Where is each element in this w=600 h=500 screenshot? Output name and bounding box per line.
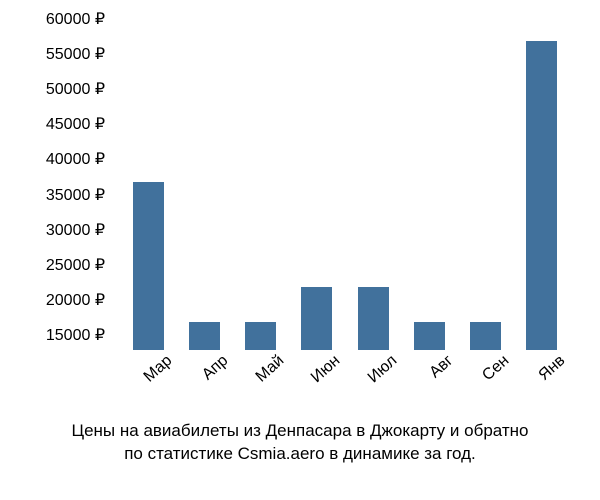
x-label: Сен bbox=[479, 352, 513, 385]
bar bbox=[414, 322, 445, 350]
y-tick: 30000 ₽ bbox=[20, 223, 105, 239]
bar bbox=[245, 322, 276, 350]
plot-area bbox=[120, 20, 570, 350]
x-label: Июл bbox=[364, 352, 400, 387]
y-axis: 15000 ₽ 20000 ₽ 25000 ₽ 30000 ₽ 35000 ₽ 40000… bbox=[20, 20, 110, 350]
y-tick: 45000 ₽ bbox=[20, 117, 105, 133]
bar-chart: 15000 ₽ 20000 ₽ 25000 ₽ 30000 ₽ 35000 ₽ 40000… bbox=[20, 20, 580, 400]
x-label: Авг bbox=[426, 352, 457, 382]
x-axis-labels: Мар Апр Май Июн Июл Авг Сен Янв bbox=[120, 352, 570, 402]
y-tick: 40000 ₽ bbox=[20, 152, 105, 168]
chart-caption: Цены на авиабилеты из Денпасара в Джокар… bbox=[0, 420, 600, 466]
y-tick: 35000 ₽ bbox=[20, 188, 105, 204]
x-label: Мар bbox=[140, 352, 175, 386]
x-label: Апр bbox=[199, 352, 232, 384]
y-tick: 60000 ₽ bbox=[20, 12, 105, 28]
x-label: Май bbox=[253, 352, 288, 386]
bar bbox=[358, 287, 389, 350]
bar bbox=[189, 322, 220, 350]
y-tick: 55000 ₽ bbox=[20, 47, 105, 63]
bar bbox=[526, 41, 557, 350]
caption-line-2: по статистике Csmia.aero в динамике за г… bbox=[30, 443, 570, 466]
y-tick: 15000 ₽ bbox=[20, 328, 105, 344]
y-tick: 25000 ₽ bbox=[20, 258, 105, 274]
y-tick: 50000 ₽ bbox=[20, 82, 105, 98]
x-label: Июн bbox=[308, 352, 344, 387]
bar bbox=[301, 287, 332, 350]
caption-line-1: Цены на авиабилеты из Денпасара в Джокар… bbox=[30, 420, 570, 443]
bar bbox=[133, 182, 164, 351]
y-tick: 20000 ₽ bbox=[20, 293, 105, 309]
x-label: Янв bbox=[536, 352, 570, 385]
bar bbox=[470, 322, 501, 350]
